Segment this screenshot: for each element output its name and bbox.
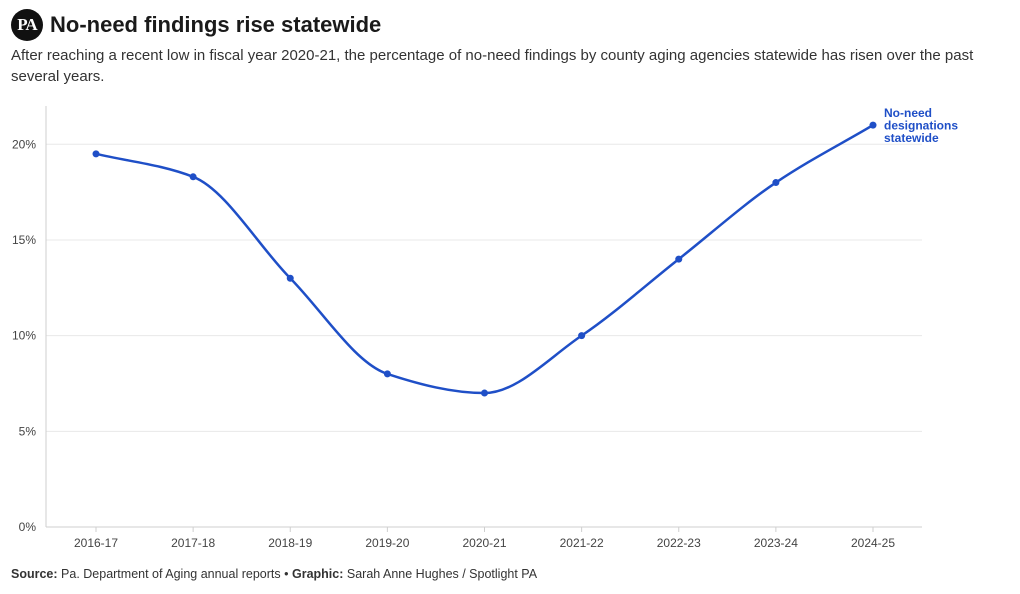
source-text: Pa. Department of Aging annual reports [61, 567, 281, 581]
chart-subtitle: After reaching a recent low in fiscal ye… [11, 47, 974, 85]
y-tick-label: 10% [12, 329, 36, 343]
source-label: Source: [11, 567, 58, 581]
footer-separator: • [284, 567, 289, 581]
series-label-line: statewide [884, 131, 939, 145]
series-line [95, 124, 874, 395]
y-tick-label: 5% [19, 424, 37, 438]
x-tick-label: 2022-23 [657, 536, 701, 550]
data-point [772, 179, 780, 187]
x-tick-label: 2016-17 [74, 536, 118, 550]
x-tick-label: 2018-19 [268, 536, 312, 550]
data-point [286, 274, 294, 282]
series-label-line: No-need [884, 106, 932, 120]
graphic-label: Graphic: [291, 567, 344, 581]
y-tick-label: 0% [19, 520, 37, 534]
series-group [92, 121, 877, 397]
x-tick-label: 2024-25 [851, 536, 895, 550]
data-point [189, 173, 197, 181]
y-tick-label: 20% [12, 137, 36, 151]
graphic-text: Sarah Anne Hughes / Spotlight PA [346, 567, 538, 581]
spotlight-pa-logo: PA [11, 9, 43, 41]
axes [45, 106, 922, 528]
data-point [92, 150, 100, 158]
data-point [869, 121, 877, 129]
data-point [383, 370, 391, 378]
y-axis-ticks: 0% 5% 10% 15% 20% [12, 137, 36, 534]
x-tick-label: 2021-22 [560, 536, 604, 550]
chart-footer: Source: Pa. Department of Aging annual r… [11, 567, 537, 581]
data-point [675, 255, 683, 263]
data-point [481, 389, 488, 397]
y-tick-label: 15% [12, 233, 36, 247]
gridlines [46, 143, 922, 432]
x-axis-ticks: 2016-17 2017-18 2018-19 2019-20 2020-21 2021-… [74, 527, 895, 550]
data-point [578, 332, 586, 340]
x-tick-label: 2020-21 [462, 536, 506, 550]
chart-header: PA No-need findings rise statewide [11, 9, 381, 41]
series-label-line: designations [884, 119, 958, 133]
x-tick-label: 2023-24 [754, 536, 798, 550]
x-tick-label: 2019-20 [365, 536, 409, 550]
x-tick-label: 2017-18 [171, 536, 215, 550]
chart-title: No-need findings rise statewide [50, 12, 382, 37]
